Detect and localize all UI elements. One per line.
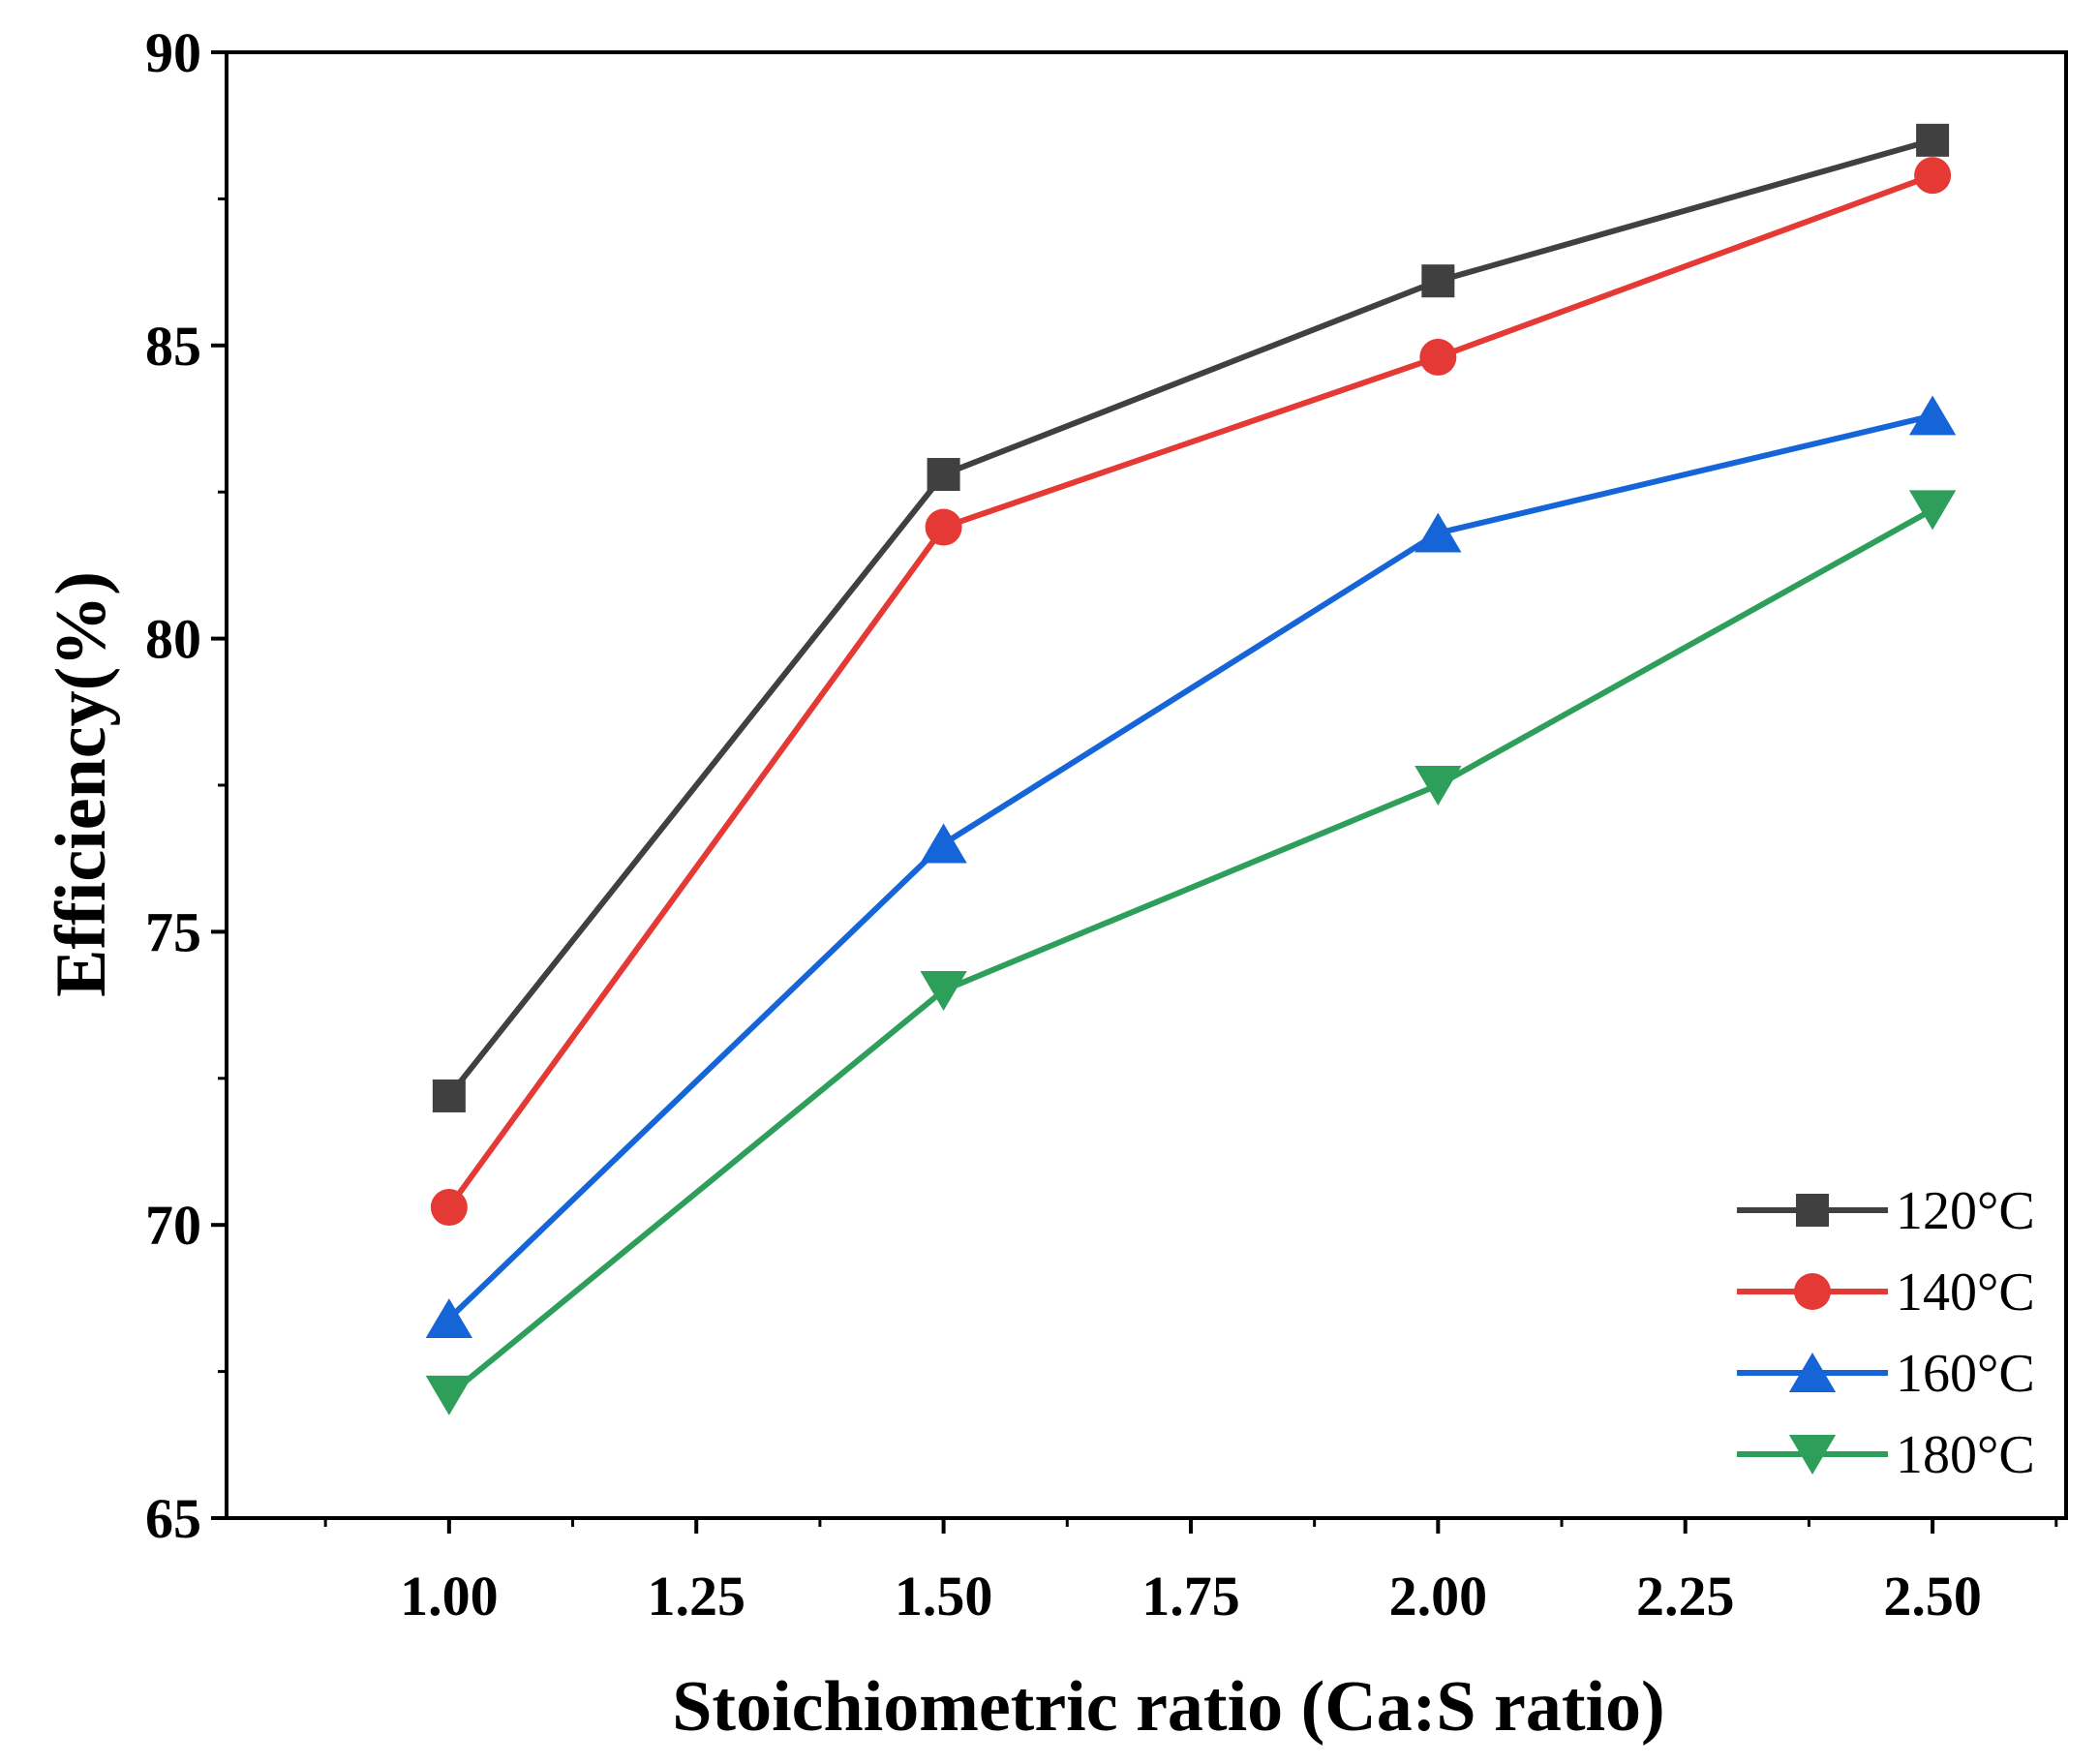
legend-marker [1788, 1353, 1837, 1392]
data-point [920, 823, 967, 864]
y-axis-title: Efficiency(%) [42, 571, 121, 997]
series-layer [425, 123, 1957, 1415]
legend-marker [1796, 1194, 1829, 1227]
y-tick-label: 70 [145, 1194, 201, 1257]
data-point [920, 971, 967, 1011]
x-tick-label: 1.50 [895, 1565, 993, 1627]
series-line [446, 172, 1934, 1209]
x-tick-label: 2.25 [1636, 1565, 1735, 1627]
data-point [1914, 157, 1952, 195]
legend-item: 120°C [1737, 1181, 2035, 1241]
data-point [1421, 264, 1455, 298]
legend-marker [1794, 1273, 1831, 1310]
x-tick-label: 2.00 [1389, 1565, 1488, 1627]
x-tick-label: 1.25 [647, 1565, 745, 1627]
legend-item: 140°C [1737, 1262, 2035, 1323]
data-point [1419, 338, 1457, 376]
x-tick-label: 2.50 [1883, 1565, 1982, 1627]
y-axis: 65 70 75 80 85 90 [145, 21, 227, 1550]
y-tick-label: 80 [145, 608, 201, 671]
series-line [446, 137, 1933, 1098]
series-2 [425, 395, 1957, 1339]
legend-label: 180°C [1896, 1425, 2035, 1485]
series-0 [432, 123, 1950, 1112]
data-point [927, 458, 960, 492]
x-tick-label: 1.75 [1141, 1565, 1240, 1627]
data-point [925, 508, 962, 546]
y-tick-label: 90 [145, 21, 201, 84]
legend: 120°C 140°C 160°C 180°C [1737, 1181, 2035, 1485]
plot-frame [225, 50, 2068, 1520]
series-line [446, 506, 1934, 1398]
data-point [1415, 512, 1462, 553]
data-point [1916, 123, 1950, 157]
y-tick-label: 85 [145, 315, 201, 378]
legend-item: 160°C [1737, 1344, 2035, 1404]
data-point [1908, 490, 1957, 531]
y-tick-label: 65 [145, 1487, 201, 1550]
legend-label: 140°C [1896, 1262, 2035, 1323]
x-axis: 1.00 1.25 1.50 1.75 2.00 2.25 2.50 [323, 1518, 2058, 1627]
data-point [425, 1298, 472, 1339]
legend-item: 180°C [1737, 1425, 2035, 1485]
legend-marker [1788, 1435, 1837, 1475]
x-axis-title: Stoichiometric ratio (Ca:S ratio) [672, 1667, 1664, 1747]
data-point [432, 1079, 466, 1112]
legend-label: 160°C [1896, 1344, 2035, 1404]
x-tick-label: 1.00 [400, 1565, 499, 1627]
series-line [446, 412, 1933, 1322]
y-tick-label: 75 [145, 900, 201, 963]
plot-border [225, 50, 2068, 1520]
series-1 [430, 157, 1952, 1227]
data-point [430, 1189, 468, 1227]
data-point [425, 1375, 472, 1415]
data-point [1908, 395, 1957, 436]
data-point [1415, 766, 1462, 806]
legend-label: 120°C [1896, 1181, 2035, 1241]
series-3 [425, 490, 1957, 1415]
